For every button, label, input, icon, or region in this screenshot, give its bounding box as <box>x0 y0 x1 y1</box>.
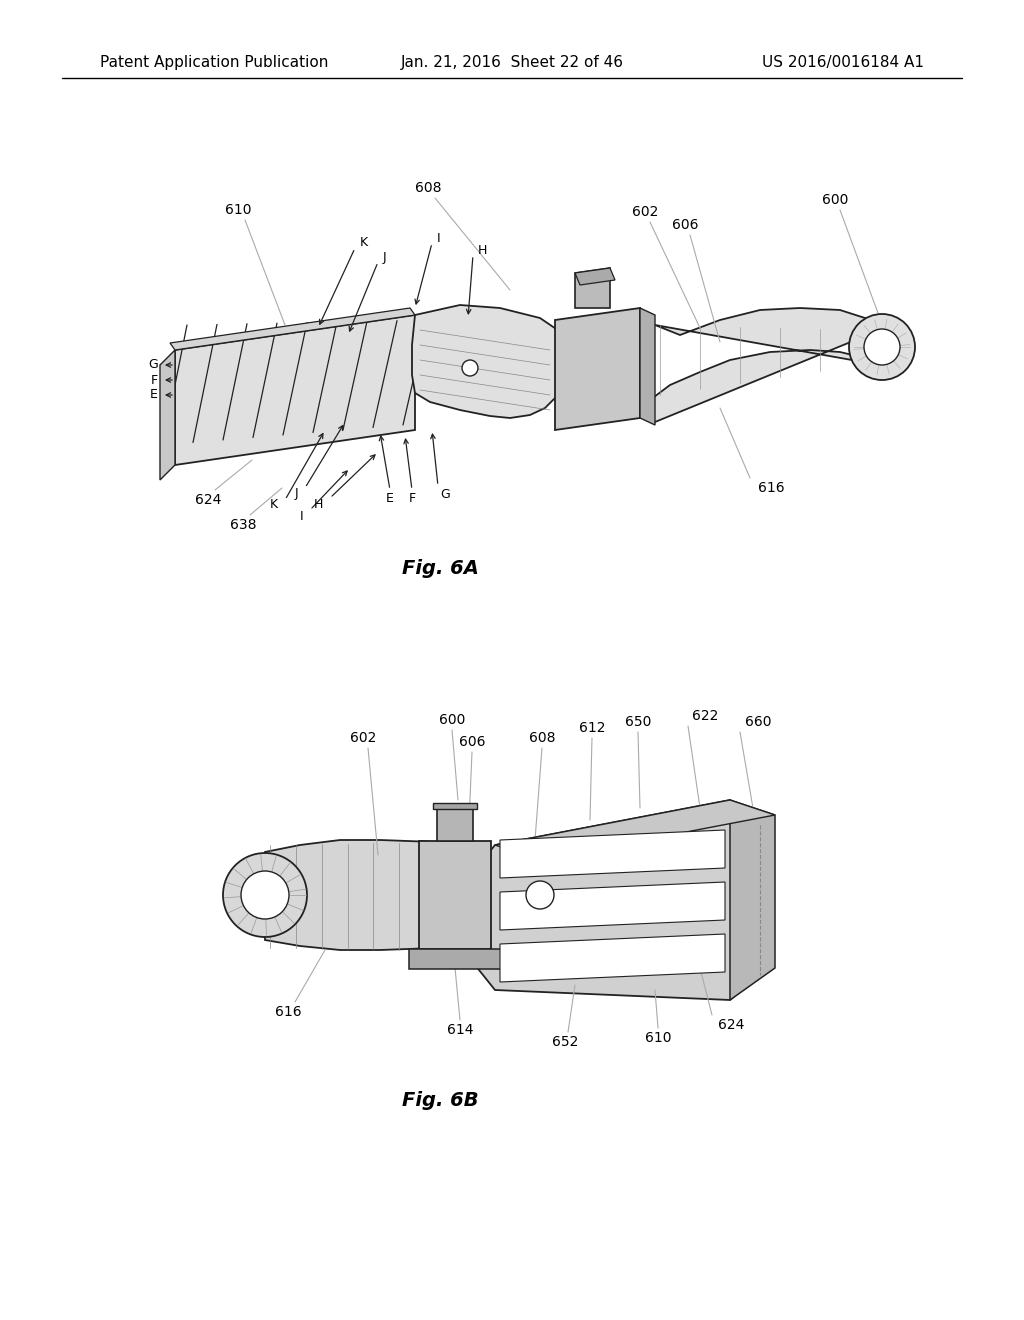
Text: E: E <box>386 491 394 504</box>
Text: 660: 660 <box>745 715 771 729</box>
Polygon shape <box>575 268 615 285</box>
Text: Fig. 6B: Fig. 6B <box>401 1090 478 1110</box>
Text: 610: 610 <box>645 1031 672 1045</box>
Polygon shape <box>555 308 640 430</box>
Text: 608: 608 <box>415 181 441 195</box>
Text: 612: 612 <box>579 721 605 735</box>
Text: 610: 610 <box>224 203 251 216</box>
Circle shape <box>462 360 478 376</box>
Polygon shape <box>409 949 501 969</box>
Text: 652: 652 <box>552 1035 579 1049</box>
Polygon shape <box>500 935 725 982</box>
Text: K: K <box>360 236 368 249</box>
Polygon shape <box>412 305 568 418</box>
Text: J: J <box>383 251 387 264</box>
Polygon shape <box>730 800 775 1001</box>
Text: 608: 608 <box>528 731 555 744</box>
Text: 624: 624 <box>195 492 221 507</box>
Text: 614: 614 <box>446 1023 473 1038</box>
Polygon shape <box>475 800 760 1001</box>
Text: J: J <box>294 487 298 499</box>
Text: Patent Application Publication: Patent Application Publication <box>100 54 329 70</box>
Text: H: H <box>478 243 487 256</box>
Text: US 2016/0016184 A1: US 2016/0016184 A1 <box>762 54 924 70</box>
Text: Fig. 6A: Fig. 6A <box>401 558 478 578</box>
Polygon shape <box>433 803 477 809</box>
Polygon shape <box>437 809 473 841</box>
Text: 616: 616 <box>758 480 784 495</box>
Text: I: I <box>299 510 303 523</box>
Text: G: G <box>440 487 450 500</box>
Circle shape <box>864 329 900 366</box>
Text: I: I <box>437 231 440 244</box>
Text: G: G <box>148 359 158 371</box>
Text: 602: 602 <box>632 205 658 219</box>
Text: E: E <box>151 388 158 401</box>
Text: 606: 606 <box>459 735 485 748</box>
Polygon shape <box>640 308 880 422</box>
Text: F: F <box>409 491 416 504</box>
Polygon shape <box>495 800 775 861</box>
Circle shape <box>526 880 554 909</box>
Circle shape <box>241 871 289 919</box>
Polygon shape <box>265 840 435 950</box>
Polygon shape <box>500 830 725 878</box>
Text: 624: 624 <box>718 1018 744 1032</box>
Polygon shape <box>419 841 490 949</box>
Text: Jan. 21, 2016  Sheet 22 of 46: Jan. 21, 2016 Sheet 22 of 46 <box>400 54 624 70</box>
Polygon shape <box>575 268 610 308</box>
Text: 600: 600 <box>822 193 848 207</box>
Circle shape <box>223 853 307 937</box>
Polygon shape <box>175 315 415 465</box>
Polygon shape <box>170 308 415 350</box>
Text: H: H <box>313 498 323 511</box>
Circle shape <box>849 314 915 380</box>
Text: 638: 638 <box>229 517 256 532</box>
Polygon shape <box>500 882 725 931</box>
Polygon shape <box>640 308 655 425</box>
Text: 606: 606 <box>672 218 698 232</box>
Text: 602: 602 <box>350 731 376 744</box>
Polygon shape <box>160 350 175 480</box>
Text: F: F <box>151 374 158 387</box>
Text: 616: 616 <box>274 1005 301 1019</box>
Text: 622: 622 <box>692 709 719 723</box>
Text: K: K <box>270 499 278 511</box>
Text: 650: 650 <box>625 715 651 729</box>
Text: 600: 600 <box>439 713 465 727</box>
